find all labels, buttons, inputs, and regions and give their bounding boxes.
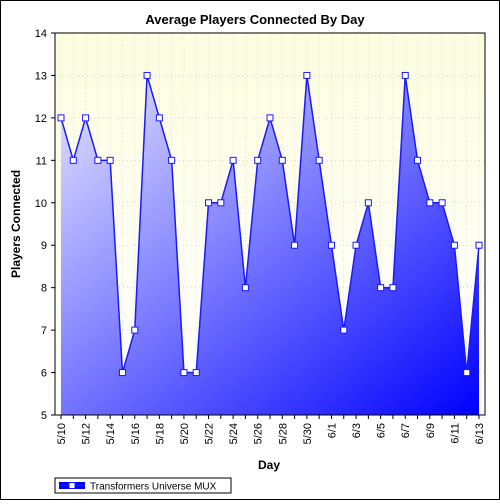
data-point-6/5 xyxy=(377,284,385,292)
data-point-5/27 xyxy=(266,114,274,122)
x-tick-label: 5/14 xyxy=(105,423,117,444)
data-point-5/21 xyxy=(192,369,200,377)
legend: Transformers Universe MUX xyxy=(54,477,232,494)
data-point-6/7 xyxy=(401,71,409,79)
markers xyxy=(57,71,483,377)
data-point-5/20 xyxy=(180,369,188,377)
data-point-5/16 xyxy=(131,326,139,334)
data-point-5/23 xyxy=(217,199,225,207)
y-tick-label: 11 xyxy=(36,155,47,167)
data-point-5/19 xyxy=(168,156,176,164)
y-tick-label: 10 xyxy=(35,198,47,210)
data-point-5/13 xyxy=(94,156,102,164)
x-tick-label: 5/18 xyxy=(154,423,166,444)
x-tick-label: 5/20 xyxy=(179,423,191,444)
x-tick-label: 5/16 xyxy=(130,423,142,444)
x-tick-label: 6/9 xyxy=(425,423,437,438)
x-tick-label: 6/7 xyxy=(400,423,412,438)
data-point-6/1 xyxy=(327,241,335,249)
x-axis: 5/10 5/12 5/14 5/16 5/18 5/20 5/22 5/24 5/26 5/28… xyxy=(56,415,486,444)
y-axis-label: Players Connected xyxy=(9,170,23,278)
y-axis: 5 6 7 8 9 10 11 12 13 14 xyxy=(35,28,55,422)
data-point-6/3 xyxy=(352,241,360,249)
legend-label: Transformers Universe MUX xyxy=(90,482,217,493)
x-tick-label: 6/5 xyxy=(376,423,388,438)
data-point-5/30 xyxy=(303,71,311,79)
data-point-6/10 xyxy=(438,199,446,207)
x-tick-label: 5/12 xyxy=(81,423,93,444)
data-point-5/22 xyxy=(205,199,213,207)
legend-marker xyxy=(68,482,76,489)
x-tick-label: 5/10 xyxy=(56,423,68,444)
y-tick-label: 12 xyxy=(35,113,47,125)
data-point-5/10 xyxy=(57,114,65,122)
data-point-5/18 xyxy=(155,114,163,122)
data-point-5/11 xyxy=(69,156,77,164)
x-tick-label: 6/11 xyxy=(449,423,461,444)
y-tick-label: 6 xyxy=(41,368,47,380)
x-tick-label: 5/26 xyxy=(253,423,265,444)
y-tick-label: 13 xyxy=(35,70,47,82)
y-tick-label: 7 xyxy=(41,325,47,337)
x-tick-label: 6/13 xyxy=(474,423,486,444)
data-point-6/13 xyxy=(475,241,483,249)
x-tick-label: 5/28 xyxy=(277,423,289,444)
x-tick-label: 5/24 xyxy=(228,423,240,444)
data-point-6/4 xyxy=(364,199,372,207)
data-point-5/14 xyxy=(106,156,114,164)
chart-title: Average Players Connected By Day xyxy=(145,12,365,27)
data-point-5/29 xyxy=(291,241,299,249)
data-point-6/6 xyxy=(389,284,397,292)
data-point-6/8 xyxy=(414,156,422,164)
x-tick-label: 6/3 xyxy=(351,423,363,438)
y-tick-label: 5 xyxy=(41,410,47,422)
data-point-5/25 xyxy=(241,284,249,292)
data-point-6/12 xyxy=(463,369,471,377)
x-tick-label: 5/30 xyxy=(302,423,314,444)
x-axis-label: Day xyxy=(258,458,280,472)
legend-box xyxy=(54,477,232,494)
x-tick-label: 5/22 xyxy=(204,423,216,444)
area-fill xyxy=(61,75,479,415)
data-point-5/26 xyxy=(254,156,262,164)
data-point-6/11 xyxy=(450,241,458,249)
data-point-5/28 xyxy=(278,156,286,164)
x-tick-label: 6/1 xyxy=(326,423,338,438)
data-point-6/2 xyxy=(340,326,348,334)
data-point-5/15 xyxy=(118,369,126,377)
data-point-5/24 xyxy=(229,156,237,164)
data-point-5/12 xyxy=(82,114,90,122)
y-tick-label: 14 xyxy=(35,28,47,40)
data-point-6/9 xyxy=(426,199,434,207)
y-tick-label: 9 xyxy=(41,240,47,252)
data-point-5/17 xyxy=(143,71,151,79)
y-tick-label: 8 xyxy=(41,283,47,295)
data-point-5/31 xyxy=(315,156,323,164)
